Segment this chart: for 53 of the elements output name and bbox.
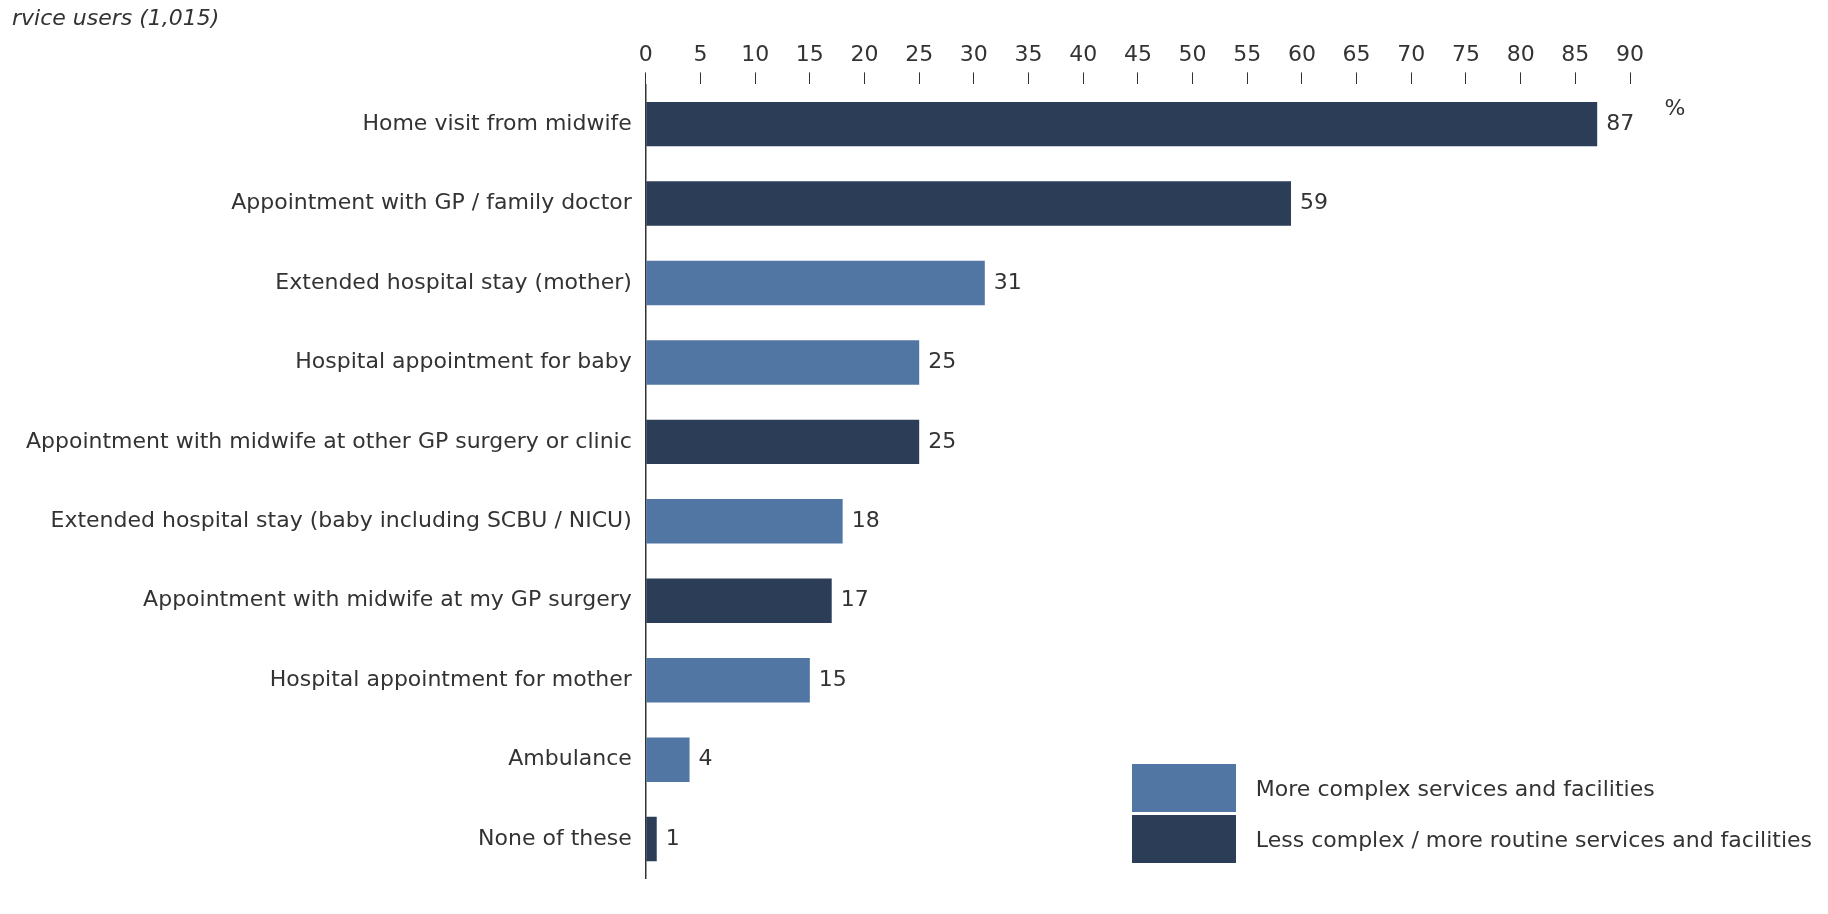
x-tick-label: 30 <box>959 40 988 66</box>
y-tick-label: Extended hospital stay (baby including SCBU / NICU) <box>50 507 632 533</box>
x-tick-label: 35 <box>1014 40 1043 66</box>
data-label: 17 <box>840 586 869 612</box>
bar <box>646 101 1598 147</box>
x-tick-label: 60 <box>1287 40 1316 66</box>
bar <box>646 260 985 306</box>
y-tick-label: Extended hospital stay (mother) <box>275 268 632 294</box>
x-tick-label: 65 <box>1342 40 1371 66</box>
data-label: 87 <box>1606 109 1635 135</box>
bar <box>646 737 690 782</box>
bar <box>646 419 920 465</box>
y-tick-label: Hospital appointment for mother <box>269 665 633 691</box>
x-tick-label: 50 <box>1178 40 1207 66</box>
x-tick-label: 10 <box>741 40 770 66</box>
data-label: 25 <box>928 427 957 453</box>
data-label: 15 <box>818 665 847 691</box>
x-tick-label: 40 <box>1069 40 1098 66</box>
bar <box>646 578 832 623</box>
x-tick-label: 20 <box>850 40 879 66</box>
y-tick-label: Home visit from midwife <box>362 109 632 135</box>
x-tick-label: 70 <box>1397 40 1426 66</box>
data-label: 1 <box>665 824 680 850</box>
x-tick-label: 85 <box>1561 40 1590 66</box>
y-tick-label: None of these <box>478 824 632 850</box>
data-label: 18 <box>851 507 880 533</box>
x-tick-label: 5 <box>693 40 708 66</box>
x-tick-label: 45 <box>1123 40 1152 66</box>
legend-label: Less complex / more routine services and facilities <box>1255 826 1812 852</box>
y-tick-label: Ambulance <box>508 745 632 771</box>
text: rvice users (1,015) <box>12 4 220 30</box>
x-axis-title: % <box>1664 95 1686 121</box>
data-label: 59 <box>1300 189 1328 215</box>
y-tick-label: Hospital appointment for baby <box>295 348 632 374</box>
data-label: 31 <box>993 268 1022 294</box>
x-tick-label: 0 <box>638 40 653 66</box>
data-label: 4 <box>698 745 713 771</box>
x-tick-label: 80 <box>1506 40 1535 66</box>
x-tick-label: 90 <box>1616 40 1644 66</box>
bar <box>646 657 810 703</box>
bar <box>646 181 1291 226</box>
bar <box>646 499 843 544</box>
data-label: 25 <box>928 348 957 374</box>
x-tick-label: 25 <box>905 40 934 66</box>
x-tick-label: 15 <box>795 40 824 66</box>
y-tick-label: Appointment with midwife at other GP surgery or clinic <box>25 427 632 453</box>
bar <box>646 816 657 862</box>
x-tick-label: 55 <box>1233 40 1262 66</box>
x-tick-label: 75 <box>1451 40 1480 66</box>
y-tick-label: Appointment with GP / family doctor <box>231 189 633 215</box>
legend-label: More complex services and facilities <box>1255 775 1655 801</box>
y-tick-label: Appointment with midwife at my GP surgery <box>143 586 632 612</box>
bar <box>646 340 920 385</box>
